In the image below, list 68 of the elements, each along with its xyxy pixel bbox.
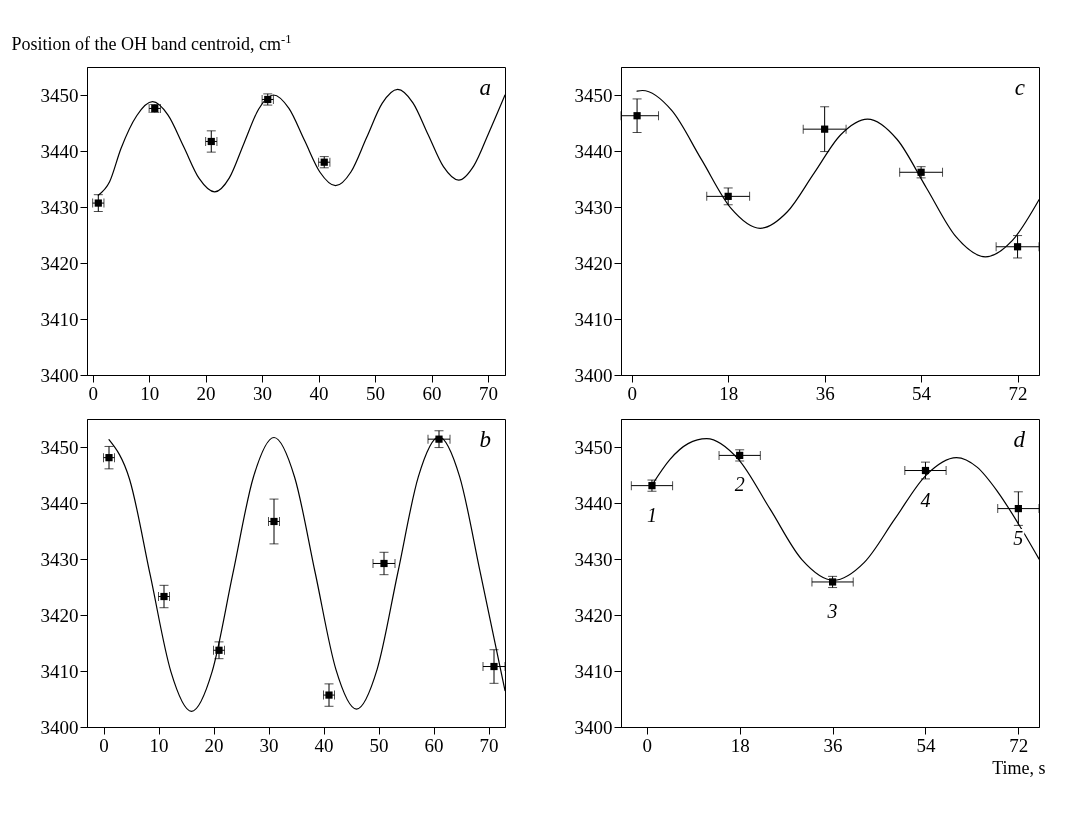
x-tick-label: 0 xyxy=(642,734,653,756)
x-tick-label: 70 xyxy=(479,734,499,756)
annotation: d xyxy=(1013,427,1026,452)
x-tick-label: 18 xyxy=(719,382,739,404)
y-tick-label: 3430 xyxy=(40,548,79,570)
y-tick-label: 3440 xyxy=(40,140,79,162)
x-tick-label: 10 xyxy=(140,382,160,404)
y-tick-label: 3400 xyxy=(574,364,613,386)
y-tick-label: 3450 xyxy=(574,84,613,106)
x-tick-label: 20 xyxy=(196,382,216,404)
point xyxy=(1014,504,1022,513)
annotation: b xyxy=(479,427,491,452)
y-tick-label: 3430 xyxy=(40,196,79,218)
y-tick-label: 3450 xyxy=(40,84,79,106)
y-tick-label: 3400 xyxy=(574,716,613,738)
x-tick-label: 54 xyxy=(916,734,936,756)
x-tick-label: 40 xyxy=(309,382,329,404)
y-tick-label: 3440 xyxy=(574,140,613,162)
y-tick-label: 3410 xyxy=(574,660,613,682)
y-tick-label: 3450 xyxy=(574,436,613,458)
annotation: 2 xyxy=(734,473,745,496)
point xyxy=(490,662,498,671)
x-tick-label: 0 xyxy=(99,734,109,756)
y-tick-label: 3440 xyxy=(574,492,613,514)
y-tick-label: 3410 xyxy=(40,660,79,682)
y-tick-label: 3430 xyxy=(574,196,613,218)
x-tick-label: 40 xyxy=(314,734,334,756)
x-tick-label: 60 xyxy=(424,734,444,756)
point xyxy=(821,125,829,133)
y-tick-label: 3420 xyxy=(574,604,613,626)
x-tick-label: 72 xyxy=(1009,734,1029,756)
x-tick-label: 10 xyxy=(149,734,169,756)
y-tick-label: 3440 xyxy=(40,492,79,514)
point xyxy=(1013,243,1022,251)
y-tick-label: 3430 xyxy=(574,548,613,570)
x-tick-label: 54 xyxy=(912,382,932,404)
x-tick-label: 70 xyxy=(479,382,499,404)
x-tick-label: 60 xyxy=(422,382,442,404)
x-tick-label: 30 xyxy=(259,734,279,756)
x-tick-label: 36 xyxy=(823,734,843,756)
point xyxy=(380,559,388,568)
y-tick-label: 3400 xyxy=(40,716,79,738)
point xyxy=(633,112,641,120)
annotation: a xyxy=(479,75,491,100)
y-tick-label: 3420 xyxy=(40,604,79,626)
y-tick-label: 3420 xyxy=(574,252,613,274)
x-tick-label: 0 xyxy=(88,382,98,404)
x-tick-label: 36 xyxy=(815,382,835,404)
x-tick-label: 50 xyxy=(369,734,389,756)
x-tick-label: 0 xyxy=(627,382,637,404)
y-axis-title: Position of the OH band centroid, cm$^{-1}$ xyxy=(11,31,292,54)
x-tick-label: 72 xyxy=(1008,382,1028,404)
x-axis-title: Time, s xyxy=(992,757,1046,778)
annotation: 4 xyxy=(920,488,931,511)
y-tick-label: 3420 xyxy=(40,252,79,274)
y-tick-label: 3410 xyxy=(40,308,79,330)
x-tick-label: 18 xyxy=(730,734,750,756)
annotation: c xyxy=(1014,75,1025,100)
y-tick-label: 3450 xyxy=(40,436,79,458)
annotation: 1 xyxy=(646,503,657,526)
point xyxy=(724,192,732,200)
annotation: 5 xyxy=(1013,526,1024,549)
y-tick-label: 3410 xyxy=(574,308,613,330)
x-tick-label: 50 xyxy=(366,382,386,404)
x-tick-label: 20 xyxy=(204,734,224,756)
annotation: 3 xyxy=(826,599,838,622)
y-tick-label: 3400 xyxy=(40,364,79,386)
x-tick-label: 30 xyxy=(253,382,273,404)
